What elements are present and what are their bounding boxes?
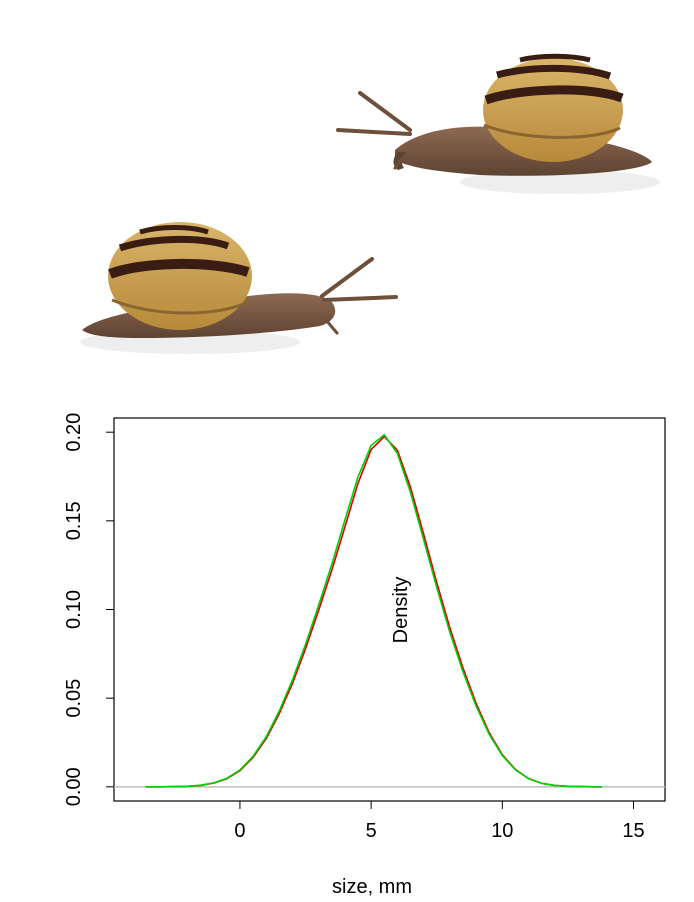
x-axis-title: size, mm [332,876,412,898]
x-tick-label: 10 [491,820,513,842]
density-line-2 [145,433,602,788]
y-tick-label: 0.10 [63,590,85,629]
x-tick-label: 0 [234,820,245,842]
y-axis: 0.00 0.05 0.10 0.15 0.20 [63,413,114,806]
density-line-1 [145,435,602,788]
series-lines [145,433,602,788]
x-tick-label: 15 [622,820,644,842]
y-tick-label: 0.00 [63,767,85,806]
y-tick-label: 0.15 [63,501,85,540]
y-axis-title: Density [390,577,412,644]
x-tick-label: 5 [366,820,377,842]
snails-illustration [80,53,660,354]
density-chart: 0 5 10 15 0.00 0.05 0.10 0.15 0.20 size, mm Den… [63,413,666,898]
snail-left [80,222,398,354]
snail-right [336,53,660,194]
y-tick-label: 0.20 [63,413,85,452]
x-axis: 0 5 10 15 [234,801,645,842]
y-tick-label: 0.05 [63,679,85,718]
